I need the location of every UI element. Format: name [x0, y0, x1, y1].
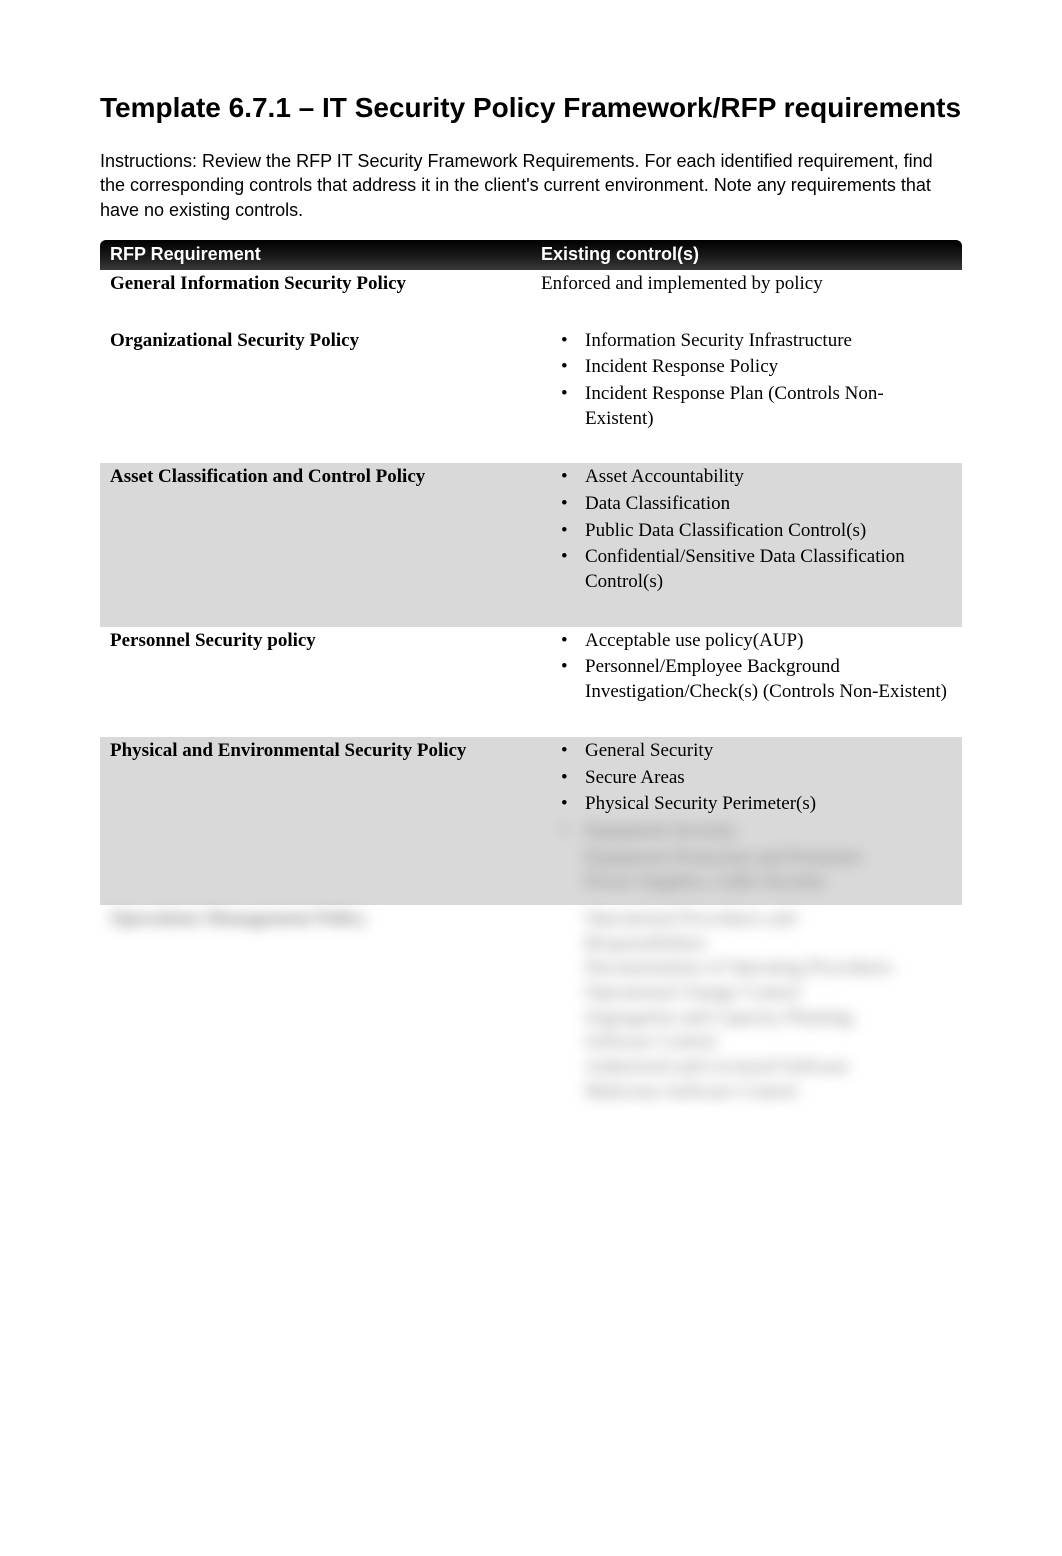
- instructions-text: Instructions: Review the RFP IT Security…: [100, 149, 962, 222]
- list-item: General Security: [585, 739, 952, 764]
- table-row: Asset Classification and Control Policy …: [100, 463, 962, 626]
- list-item: Physical Security Perimeter(s): [585, 792, 952, 817]
- table-row: Organizational Security Policy Informati…: [100, 327, 962, 464]
- blurred-line: Malicious Software Control: [585, 1080, 952, 1105]
- list-item: Data Classification: [585, 492, 952, 517]
- blurred-line: Software Control: [585, 1030, 952, 1055]
- control-cell: Operational Procedures and Responsibilit…: [531, 905, 962, 1115]
- requirement-cell: Asset Classification and Control Policy: [100, 463, 531, 626]
- header-right: Existing control(s): [531, 240, 962, 270]
- requirements-table: RFP Requirement Existing control(s) Gene…: [100, 240, 962, 1115]
- page-title: Template 6.7.1 – IT Security Policy Fram…: [100, 90, 962, 125]
- control-cell: Information Security Infrastructure Inci…: [531, 327, 962, 464]
- list-item: Personnel/Employee Background Investigat…: [585, 655, 952, 704]
- list-item: Information Security Infrastructure: [585, 329, 952, 354]
- requirement-cell: Organizational Security Policy: [100, 327, 531, 464]
- requirement-cell: Physical and Environmental Security Poli…: [100, 737, 531, 905]
- control-cell: Asset Accountability Data Classification…: [531, 463, 962, 626]
- blurred-content: Equipment Protection and Perimeter Power…: [541, 846, 952, 895]
- list-item: Asset Accountability: [585, 465, 952, 490]
- table-row: General Information Security Policy Enfo…: [100, 270, 962, 327]
- blurred-line: Documentation of Operating Procedures: [585, 956, 952, 981]
- list-item: Incident Response Plan (Controls Non-Exi…: [585, 382, 952, 431]
- control-list: Asset Accountability Data Classification…: [541, 465, 952, 594]
- blurred-line: Authorized and Licensed Software: [585, 1055, 952, 1080]
- table-header-row: RFP Requirement Existing control(s): [100, 240, 962, 270]
- list-item: Confidential/Sensitive Data Classificati…: [585, 545, 952, 594]
- requirement-cell: Personnel Security policy: [100, 627, 531, 737]
- requirement-cell: Operations Management Policy: [100, 905, 531, 1115]
- control-cell: Enforced and implemented by policy: [531, 270, 962, 327]
- list-item: Secure Areas: [585, 766, 952, 791]
- control-cell: General Security Secure Areas Physical S…: [531, 737, 962, 905]
- list-item: Acceptable use policy(AUP): [585, 629, 952, 654]
- control-list: Information Security Infrastructure Inci…: [541, 329, 952, 432]
- blurred-line: Operational Change Control: [585, 981, 952, 1006]
- blurred-content: Operational Procedures and Responsibilit…: [541, 907, 952, 1105]
- list-item: Incident Response Policy: [585, 355, 952, 380]
- control-cell: Acceptable use policy(AUP) Personnel/Emp…: [531, 627, 962, 737]
- requirement-cell: General Information Security Policy: [100, 270, 531, 327]
- blurred-line: Equipment Protection and Perimeter: [585, 846, 952, 871]
- blurred-line: Power Supplies, Cable Security: [585, 870, 952, 895]
- table-row: Personnel Security policy Acceptable use…: [100, 627, 962, 737]
- blurred-line: Segregation and Capacity Planning: [585, 1006, 952, 1031]
- blurred-line: Responsibilities: [585, 932, 952, 957]
- control-list: Acceptable use policy(AUP) Personnel/Emp…: [541, 629, 952, 705]
- table-row-blurred: Operations Management Policy Operational…: [100, 905, 962, 1115]
- blurred-line: Operational Procedures and: [585, 907, 952, 932]
- blurred-requirement: Operations Management Policy: [110, 908, 366, 929]
- control-list: General Security Secure Areas Physical S…: [541, 739, 952, 844]
- table-row: Physical and Environmental Security Poli…: [100, 737, 962, 905]
- list-item: Public Data Classification Control(s): [585, 519, 952, 544]
- list-item-blurred: Equipment Security: [585, 819, 952, 844]
- header-left: RFP Requirement: [100, 240, 531, 270]
